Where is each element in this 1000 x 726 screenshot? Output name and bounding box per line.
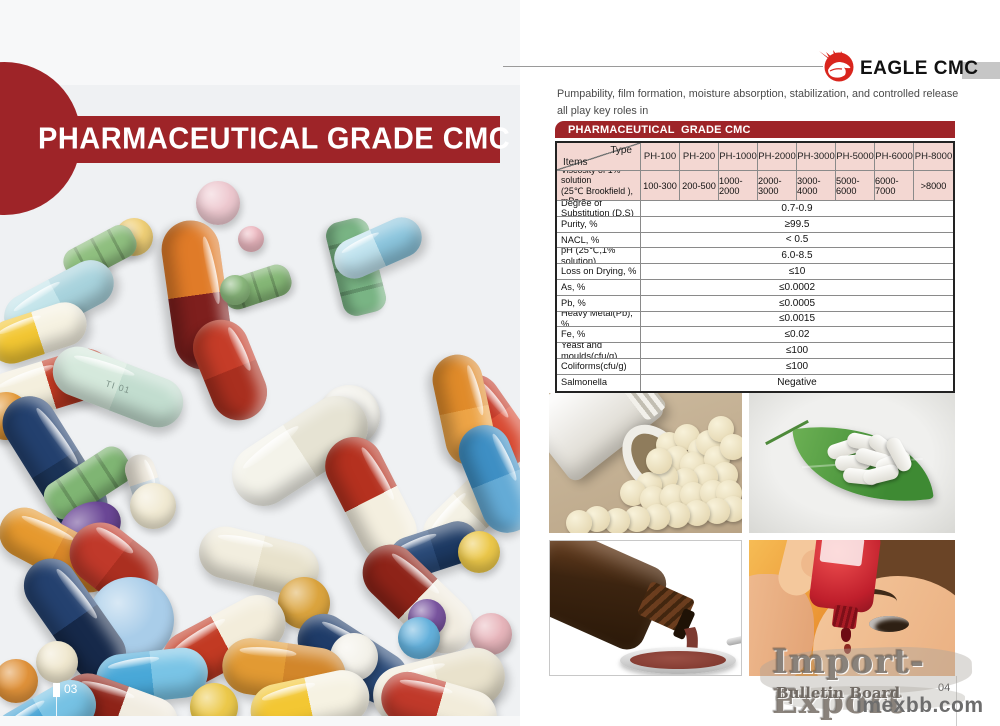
corner-tab-decoration xyxy=(962,62,1000,79)
watermark-map-decoration xyxy=(775,686,965,710)
spec-row-value: ≤0.02 xyxy=(641,327,953,344)
viscosity-value: >8000 xyxy=(914,171,953,201)
spec-row-label: Pb, % xyxy=(557,295,641,312)
bottle-cap xyxy=(831,604,859,630)
spec-row-label: As, % xyxy=(557,279,641,296)
spec-table: Type Items PH-100 PH-200 PH-1000 PH-2000 PH-30… xyxy=(555,141,955,393)
spec-row-value: ≤100 xyxy=(641,343,953,359)
spec-row-value: 6.0-8.5 xyxy=(641,248,953,265)
tablet xyxy=(646,448,672,474)
liquid-drop xyxy=(844,644,851,654)
spec-row-value: < 0.5 xyxy=(641,232,953,249)
viscosity-value: 6000-7000 xyxy=(875,171,914,201)
spec-row-label: Degree of Substitution (D.S) xyxy=(557,201,641,217)
spec-row-label: pH (25℃,1% solution) xyxy=(557,248,641,265)
page-number-tab xyxy=(53,683,60,697)
eye xyxy=(869,616,909,632)
page-title: PHARMACEUTICAL GRADE CMC xyxy=(38,122,511,156)
spec-row-value: Negative xyxy=(641,374,953,391)
viscosity-value: 3000-4000 xyxy=(797,171,836,201)
pill xyxy=(130,483,176,529)
table-col-header: PH-100 xyxy=(641,143,680,171)
pill xyxy=(220,275,250,305)
watermark-subtitle: Bulletin Board xyxy=(776,684,901,702)
pills-bottle-photo xyxy=(549,393,742,533)
viscosity-value: 200-500 xyxy=(680,171,719,201)
spec-row-label: Fe, % xyxy=(557,327,641,344)
table-col-header: PH-2000 xyxy=(758,143,797,171)
spec-row-value: 0.7-0.9 xyxy=(641,201,953,217)
viscosity-value: 100-300 xyxy=(641,171,680,201)
pill xyxy=(398,617,440,659)
left-title-banner: PHARMACEUTICAL GRADE CMC xyxy=(0,116,510,163)
section-title-bar: PHARMACEUTICAL GRADE CMC xyxy=(555,121,955,138)
tablet xyxy=(566,510,592,533)
pill xyxy=(184,311,276,429)
spec-row-value: ≤0.0005 xyxy=(641,295,953,312)
capsule-imprint: TI 01 xyxy=(104,378,132,396)
pill xyxy=(36,641,78,683)
viscosity-value: 2000-3000 xyxy=(758,171,797,201)
spec-row-label: Purity, % xyxy=(557,216,641,233)
spec-row-label: Loss on Drying, % xyxy=(557,264,641,280)
spec-row-value: ≤100 xyxy=(641,358,953,375)
spec-row-label: Yeast and moulds(cfu/g) xyxy=(557,343,641,359)
spec-row-label: Coliforms(cfu/g) xyxy=(557,358,641,375)
viscosity-label: Viscosity of 1% solution(25℃ Brookfield … xyxy=(557,171,641,201)
spec-row-value: ≥99.5 xyxy=(641,216,953,233)
syrup-pool xyxy=(630,651,726,669)
page-number-right: 04 xyxy=(938,682,951,694)
table-col-header: PH-200 xyxy=(680,143,719,171)
table-corner-cell: Type Items xyxy=(557,143,641,171)
spec-row-value: ≤0.0002 xyxy=(641,279,953,296)
spec-row-label: NACL, % xyxy=(557,232,641,249)
table-col-header: PH-8000 xyxy=(914,143,953,171)
table-col-header: PH-1000 xyxy=(719,143,758,171)
pill: TI 01 xyxy=(45,339,191,435)
liquid-dose-photo xyxy=(749,540,955,676)
corner-items-label: Items xyxy=(563,157,588,168)
spec-row-value: ≤0.0015 xyxy=(641,311,953,328)
pill xyxy=(190,683,238,716)
brand-logo: EAGLE CMC xyxy=(818,48,979,89)
pill xyxy=(0,659,38,703)
viscosity-value: 1000-2000 xyxy=(719,171,758,201)
table-col-header: PH-3000 xyxy=(797,143,836,171)
watermark-domain: imexbb.com xyxy=(856,694,984,717)
table-col-header: PH-6000 xyxy=(875,143,914,171)
spec-row-label: Heavy Metal(Pb), % xyxy=(557,311,641,328)
page-number-line xyxy=(56,697,57,716)
header-rule xyxy=(503,66,823,67)
spec-row-label: Salmonella xyxy=(557,374,641,391)
watermark-title: Import-Export xyxy=(772,642,926,722)
spec-row-value: ≤10 xyxy=(641,264,953,280)
brand-name: EAGLE CMC xyxy=(860,57,979,79)
viscosity-value: 5000-6000 xyxy=(836,171,875,201)
syrup-spoon-photo xyxy=(549,540,742,676)
page-left: TI 01 PHARMACEUTICAL GRADE CMC 03 xyxy=(0,0,520,726)
table-col-header: PH-5000 xyxy=(836,143,875,171)
eagle-icon xyxy=(818,48,856,89)
intro-line-1: Pumpability, film formation, moisture ab… xyxy=(557,88,959,117)
pill xyxy=(458,531,500,573)
corner-type-label: Type xyxy=(610,145,632,156)
page-number-left: 03 xyxy=(64,682,78,696)
page-number-line xyxy=(956,676,957,726)
dropper-tip xyxy=(841,628,851,642)
tablet xyxy=(720,434,742,460)
pill xyxy=(278,577,330,629)
section-title: PHARMACEUTICAL GRADE CMC xyxy=(568,123,751,136)
pill xyxy=(470,613,512,655)
pills-collage-photo: TI 01 xyxy=(0,85,520,716)
pills-leaf-photo xyxy=(749,393,955,533)
pill xyxy=(238,226,264,252)
pill xyxy=(196,181,240,225)
